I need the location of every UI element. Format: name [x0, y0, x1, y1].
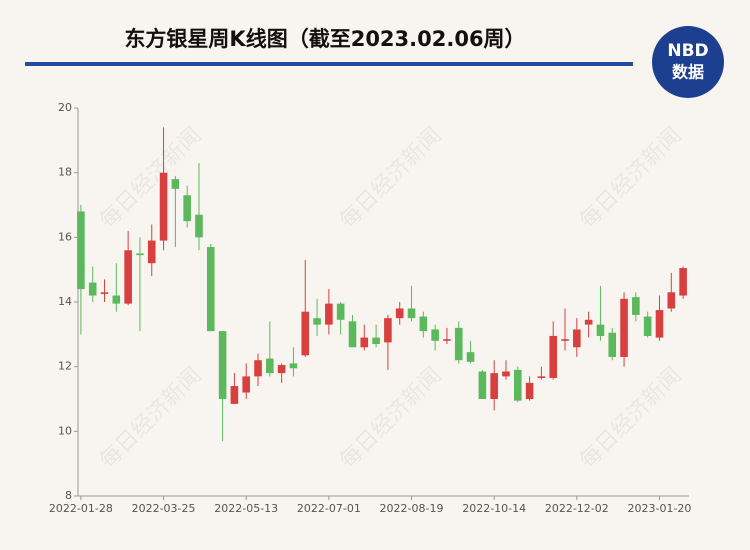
candle-body	[384, 318, 392, 343]
y-tick-label: 20	[58, 101, 72, 114]
candle-body	[513, 369, 522, 401]
candle-body	[454, 327, 463, 361]
x-tick-label: 2022-12-02	[545, 502, 609, 515]
candle-body	[608, 332, 617, 357]
candle-body	[218, 331, 227, 399]
y-tick-label: 10	[58, 424, 72, 437]
candle-body	[419, 316, 428, 332]
logo-bottom: 数据	[672, 63, 704, 82]
candle-body	[77, 211, 85, 290]
candle-body	[620, 298, 628, 357]
x-tick-label: 2022-10-14	[462, 502, 526, 515]
candle-body	[88, 282, 97, 296]
candle-body	[466, 352, 475, 362]
candle-body	[313, 318, 321, 325]
candle-body	[183, 195, 191, 222]
candle-body	[561, 339, 569, 341]
candle-body	[643, 316, 652, 336]
candle-body	[573, 329, 581, 348]
candle-body	[266, 358, 274, 374]
y-tick-label: 8	[65, 489, 72, 502]
x-tick-label: 2022-08-19	[380, 502, 444, 515]
candle-body	[336, 303, 345, 320]
y-tick-label: 12	[58, 360, 72, 373]
candle-body	[147, 240, 156, 264]
candle-body	[124, 250, 132, 304]
candle-body	[348, 321, 357, 348]
x-tick-label: 2022-01-28	[49, 502, 113, 515]
title-underline	[25, 62, 633, 66]
x-tick-label: 2022-03-25	[132, 502, 196, 515]
candle-body	[525, 382, 534, 399]
candle-body	[230, 386, 239, 404]
y-tick-label: 16	[58, 230, 72, 243]
candle-body	[159, 172, 168, 241]
candle-body	[632, 297, 640, 315]
candle-body	[431, 329, 439, 341]
candle-body	[325, 303, 333, 325]
candle-body	[537, 376, 546, 378]
candle-body	[667, 292, 676, 309]
candle-body	[100, 292, 109, 294]
candle-body	[372, 337, 380, 345]
candle-body	[206, 247, 215, 332]
candle-body	[478, 371, 487, 399]
candle-body	[277, 365, 286, 374]
candle-body	[136, 253, 144, 256]
candle-body	[549, 335, 558, 378]
candle-body	[407, 308, 416, 319]
x-tick-label: 2023-01-20	[628, 502, 692, 515]
candle-body	[242, 376, 251, 393]
candle-body	[395, 308, 404, 319]
candle-body	[679, 268, 687, 296]
chart-title: 东方银星周K线图（截至2023.02.06周）	[124, 27, 525, 51]
logo-circle	[652, 26, 724, 98]
candle-body	[254, 360, 262, 377]
candle-body	[490, 373, 498, 399]
candle-body	[596, 324, 605, 336]
candle-body	[112, 295, 121, 304]
x-tick-label: 2022-05-13	[214, 502, 278, 515]
x-tick-label: 2022-07-01	[297, 502, 361, 515]
candle-body	[584, 319, 593, 325]
candle-body	[502, 371, 510, 377]
logo-top: NBD	[667, 41, 708, 61]
candle-body	[360, 337, 369, 348]
candle-body	[195, 214, 203, 238]
candle-body	[443, 339, 451, 341]
candle-body	[289, 363, 298, 369]
candle-body	[171, 179, 180, 189]
candle-body	[655, 310, 664, 338]
y-tick-label: 14	[58, 295, 72, 308]
candle-body	[301, 311, 310, 356]
y-tick-label: 18	[58, 166, 72, 179]
